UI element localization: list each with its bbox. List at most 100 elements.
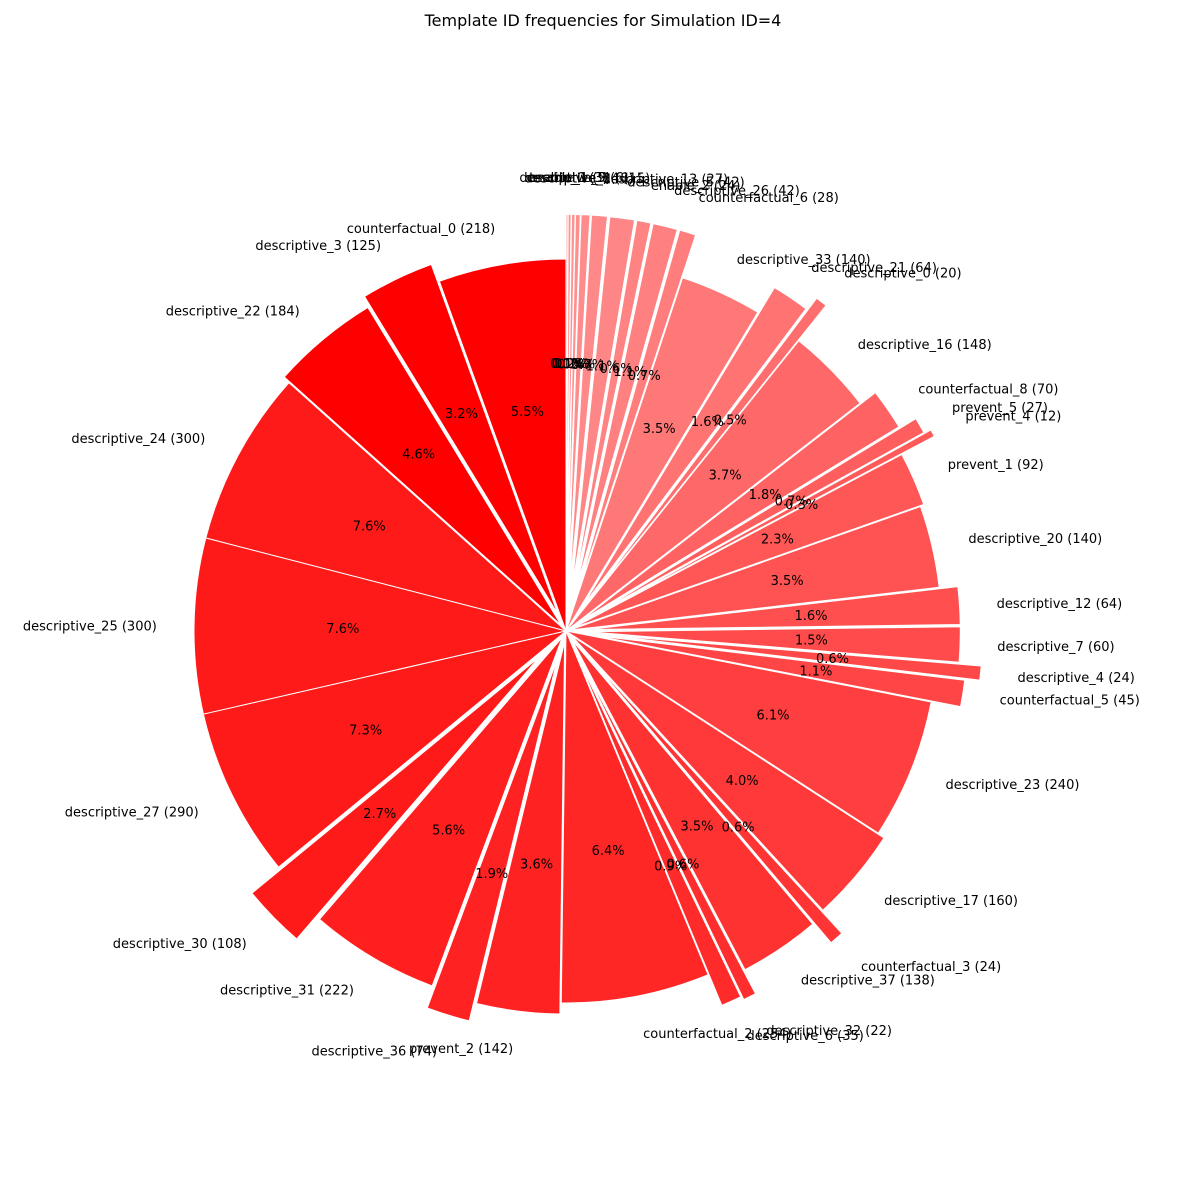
slice-label: descriptive_26 (42) <box>674 184 800 199</box>
slice-label: descriptive_17 (160) <box>884 894 1018 909</box>
slice-percent: 7.3% <box>349 723 382 738</box>
slice-label: descriptive_33 (140) <box>737 253 871 268</box>
slice-percent: 1.9% <box>475 867 508 882</box>
slice-label: descriptive_24 (300) <box>71 432 205 447</box>
pie-slice <box>610 635 982 681</box>
slice-percent: 1.1% <box>799 664 832 679</box>
slice-label: descriptive_12 (64) <box>997 597 1123 612</box>
slice-label: descriptive_23 (240) <box>946 778 1080 793</box>
slice-percent: 3.7% <box>709 468 742 483</box>
pie-slice <box>565 277 759 632</box>
slice-percent: 0.2% <box>554 357 587 372</box>
slice-percent: 1.8% <box>749 488 782 503</box>
pie-slice <box>571 639 814 971</box>
chart-title: Template ID frequencies for Simulation I… <box>424 11 782 30</box>
pie-slice <box>560 630 709 1004</box>
slice-percent: 7.6% <box>353 520 386 535</box>
slice-label: descriptive_21 (64) <box>811 261 937 276</box>
slice-percent: 3.5% <box>771 574 804 589</box>
slice-percent: 0.1% <box>550 357 583 372</box>
slice-percent: 2.7% <box>363 807 396 822</box>
slice-label: descriptive_5 (42) <box>627 175 744 190</box>
slice-percent: 0.1% <box>552 357 585 372</box>
slice-percent: 0.9% <box>654 859 687 874</box>
slice-labels: counterfactual_0 (218) descriptive_3 (125… <box>23 171 1140 1059</box>
slice-label: counterfactual_3 (24) <box>861 960 1001 975</box>
slice-percent: 0.7% <box>775 494 808 509</box>
pie-slice <box>193 537 567 715</box>
slice-label: descriptive_7 (60) <box>997 640 1114 655</box>
pie-slice <box>475 641 566 1015</box>
slice-label: descriptive_22 (184) <box>166 305 300 320</box>
pie-slice <box>588 626 961 663</box>
percent-labels: 5.5% 3.2% 4.6% 7.6% 7.6% 7.3% 2.7% 5.6% 1.9% 3.6%… <box>326 357 849 882</box>
slice-percent: 1.1% <box>586 360 619 375</box>
slice-percent: 4.6% <box>402 448 435 463</box>
slice-percent: 0.5% <box>714 413 747 428</box>
pie-slice <box>567 214 591 587</box>
slice-label: descriptive_27 (290) <box>65 805 199 820</box>
pie-slice <box>565 213 569 587</box>
pie-slice <box>251 656 540 940</box>
slice-label: descriptive_31 (222) <box>220 984 354 999</box>
slice-percent: 3.6% <box>520 858 553 873</box>
slice-label: enable_2 (24) <box>651 179 741 194</box>
slice-percent: 3.5% <box>643 422 676 437</box>
slice-label: descriptive_0 (20) <box>844 266 961 281</box>
slice-percent: 1.6% <box>691 415 724 430</box>
slice-percent: 0.7% <box>628 369 661 384</box>
slice-label: descriptive_4 (24) <box>1018 671 1135 686</box>
slice-percent: 1.5% <box>795 633 828 648</box>
slice-label: descriptive_14 (15) <box>525 172 651 187</box>
pie-slice <box>582 286 807 607</box>
pie-slice <box>363 263 559 615</box>
slice-label: counterfactual_5 (45) <box>1000 693 1140 708</box>
slice-label: descriptive_32 (22) <box>766 1024 892 1039</box>
pie-slice <box>571 216 636 587</box>
slice-label: counterfactual_6 (28) <box>699 191 839 206</box>
slice-label: descriptive_36 (74) <box>311 1045 437 1060</box>
slice-label: descriptive_3 (125) <box>255 239 381 254</box>
pie-slice <box>573 219 652 588</box>
pie-slice <box>582 664 757 1001</box>
slice-label: enable_1 (5) <box>529 171 610 186</box>
slice-percent: 2.3% <box>761 533 794 548</box>
slice-label: counterfactual_8 (70) <box>918 382 1058 397</box>
slice-label: prevent_1 (92) <box>948 458 1044 473</box>
slice-percent: 6.1% <box>756 708 789 723</box>
pie-slice <box>605 429 935 611</box>
pie-slice <box>438 258 567 632</box>
slice-label: prevent_2 (142) <box>409 1042 513 1057</box>
pie-slice <box>572 453 925 629</box>
slice-percent: 0.4% <box>562 357 595 372</box>
slice-percent: 1.1% <box>613 365 646 380</box>
pie-slice <box>565 340 861 632</box>
slice-percent: 0.6% <box>666 858 699 873</box>
pie-slice <box>569 505 940 631</box>
slice-percent: 6.4% <box>592 844 625 859</box>
pie-slice <box>318 637 563 987</box>
slice-percent: 0.3% <box>785 498 818 513</box>
slice-percent: 1.6% <box>794 609 827 624</box>
slice-label: descriptive_16 (148) <box>858 338 992 353</box>
pie-slice <box>581 391 900 621</box>
slice-label: descriptive_1 (8) <box>524 171 633 186</box>
slice-percent: 5.5% <box>511 405 544 420</box>
pie-slice <box>576 223 678 588</box>
slice-label: prevent_5 (27) <box>952 401 1048 416</box>
pie-slice <box>590 658 843 944</box>
slice-label: descriptive_9 (6) <box>519 171 628 186</box>
slice-label: descriptive_13 (27) <box>602 173 728 188</box>
slice-label: descriptive_30 (108) <box>113 937 247 952</box>
slice-label: counterfactual_0 (218) <box>347 222 495 237</box>
slice-percent: 5.6% <box>432 824 465 839</box>
slice-label: descriptive_25 (300) <box>23 619 157 634</box>
slice-percent: 3.5% <box>680 819 713 834</box>
slice-percent: 4.0% <box>726 774 759 789</box>
slice-label: prevent_4 (12) <box>965 409 1061 424</box>
slice-label: descriptive_20 (140) <box>968 532 1102 547</box>
pie-slice <box>571 635 885 911</box>
pie-slice <box>205 381 567 632</box>
pie-slice <box>597 417 925 613</box>
